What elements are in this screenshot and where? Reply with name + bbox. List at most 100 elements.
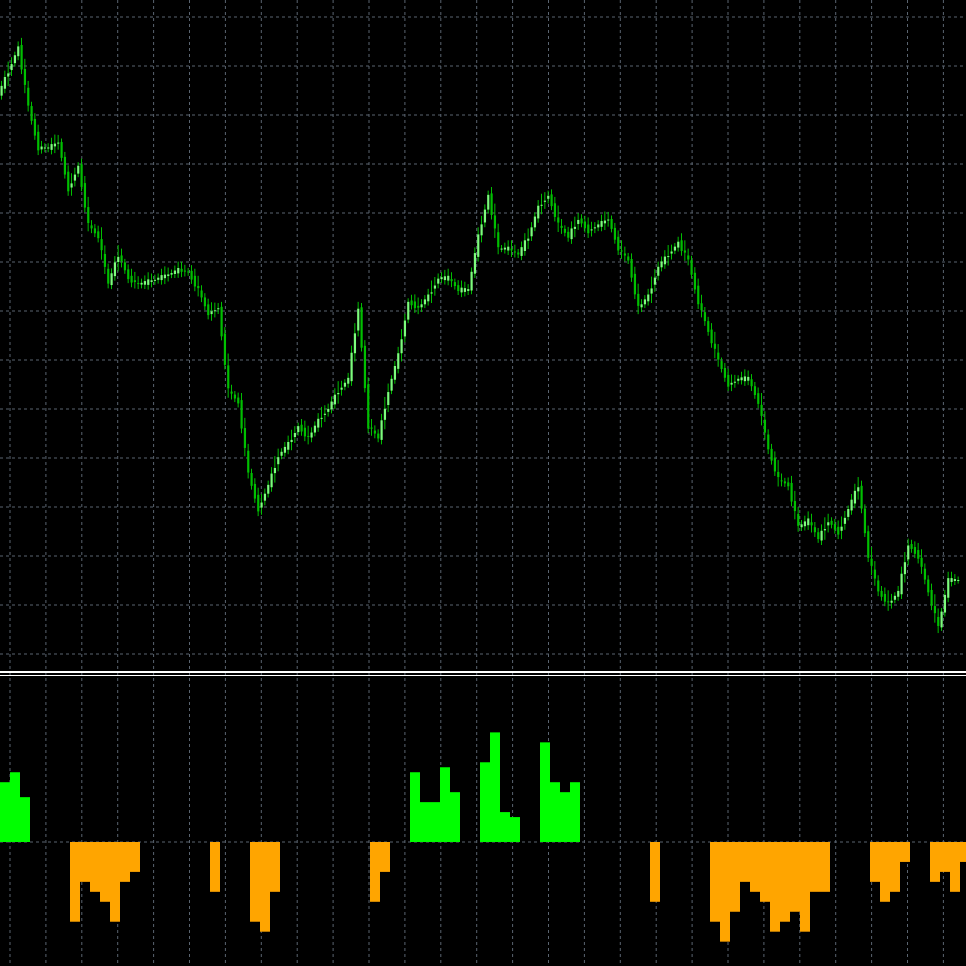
candle xyxy=(27,87,30,106)
candle xyxy=(850,499,853,511)
histogram-bar xyxy=(70,842,80,922)
candle xyxy=(493,215,497,229)
candle xyxy=(570,228,573,240)
candle xyxy=(533,216,537,228)
candle xyxy=(853,490,857,504)
candle xyxy=(823,529,827,531)
candle xyxy=(377,433,380,439)
candle xyxy=(423,299,427,305)
histogram-bar xyxy=(560,792,570,842)
candle xyxy=(50,144,53,150)
candle xyxy=(297,426,300,433)
candle xyxy=(860,485,863,509)
candle xyxy=(273,467,277,474)
candle xyxy=(33,118,37,136)
histogram-bar xyxy=(900,842,910,862)
candle xyxy=(243,428,247,448)
candle xyxy=(107,268,110,284)
candle xyxy=(160,275,163,281)
candle xyxy=(597,224,600,228)
candle xyxy=(737,378,740,381)
histogram-bar xyxy=(440,767,450,842)
candle xyxy=(607,219,610,221)
histogram-bar xyxy=(780,842,790,922)
candle xyxy=(640,304,643,308)
candle xyxy=(930,589,933,606)
histogram-bar xyxy=(800,842,810,932)
candle xyxy=(490,193,493,215)
candle xyxy=(63,156,67,175)
candle xyxy=(257,494,260,512)
candle xyxy=(673,246,677,251)
histogram-bar xyxy=(260,842,270,932)
candle xyxy=(380,420,383,440)
candle xyxy=(97,231,100,239)
candle xyxy=(627,256,630,261)
candle xyxy=(183,270,187,272)
histogram-bar xyxy=(890,842,900,892)
histogram-bar xyxy=(10,772,20,842)
candle xyxy=(197,285,200,289)
candle xyxy=(180,268,183,272)
candle xyxy=(917,550,920,559)
candle xyxy=(220,306,223,337)
candle xyxy=(350,352,353,382)
candle xyxy=(510,248,513,251)
candle xyxy=(507,246,510,251)
candle xyxy=(383,408,387,420)
candle xyxy=(740,377,743,381)
candle xyxy=(813,527,817,533)
candle xyxy=(757,393,760,404)
candle xyxy=(280,451,283,456)
candle xyxy=(623,253,627,256)
candle xyxy=(143,281,147,285)
candle xyxy=(843,517,847,524)
candle xyxy=(410,300,413,306)
candle xyxy=(437,278,440,284)
candle xyxy=(890,600,893,603)
candle xyxy=(573,226,577,229)
candle xyxy=(480,224,483,236)
histogram-bar xyxy=(540,742,550,842)
candle xyxy=(210,311,213,315)
candle xyxy=(370,427,373,429)
candle xyxy=(470,271,473,291)
pane-separator[interactable] xyxy=(0,671,966,676)
candle xyxy=(343,382,347,387)
candle xyxy=(690,259,693,275)
candle xyxy=(353,333,357,354)
candle xyxy=(663,256,667,265)
candle xyxy=(880,590,883,597)
candle xyxy=(563,228,567,233)
candle xyxy=(617,236,620,251)
candle xyxy=(800,524,803,528)
price-pane xyxy=(0,37,960,634)
candle xyxy=(633,273,637,295)
candle xyxy=(910,544,913,549)
candle xyxy=(397,353,400,369)
candle xyxy=(637,293,640,306)
candle xyxy=(237,397,240,404)
candle xyxy=(817,532,820,540)
candle xyxy=(750,379,753,387)
candle xyxy=(667,256,670,258)
candle xyxy=(240,400,243,429)
candle xyxy=(630,259,633,278)
candle xyxy=(360,307,363,348)
candle xyxy=(703,312,707,322)
histogram-bar xyxy=(550,782,560,842)
candle xyxy=(867,531,870,558)
candle xyxy=(173,270,177,274)
candle xyxy=(230,391,233,394)
candle xyxy=(873,569,877,579)
candle xyxy=(950,578,953,582)
candle xyxy=(713,343,717,349)
candle xyxy=(427,294,430,302)
candle xyxy=(457,285,460,291)
candle xyxy=(543,200,547,202)
histogram-bar xyxy=(490,732,500,842)
candle xyxy=(77,165,80,174)
histogram-bar xyxy=(940,842,950,872)
candle xyxy=(700,303,703,311)
candle xyxy=(3,77,7,89)
